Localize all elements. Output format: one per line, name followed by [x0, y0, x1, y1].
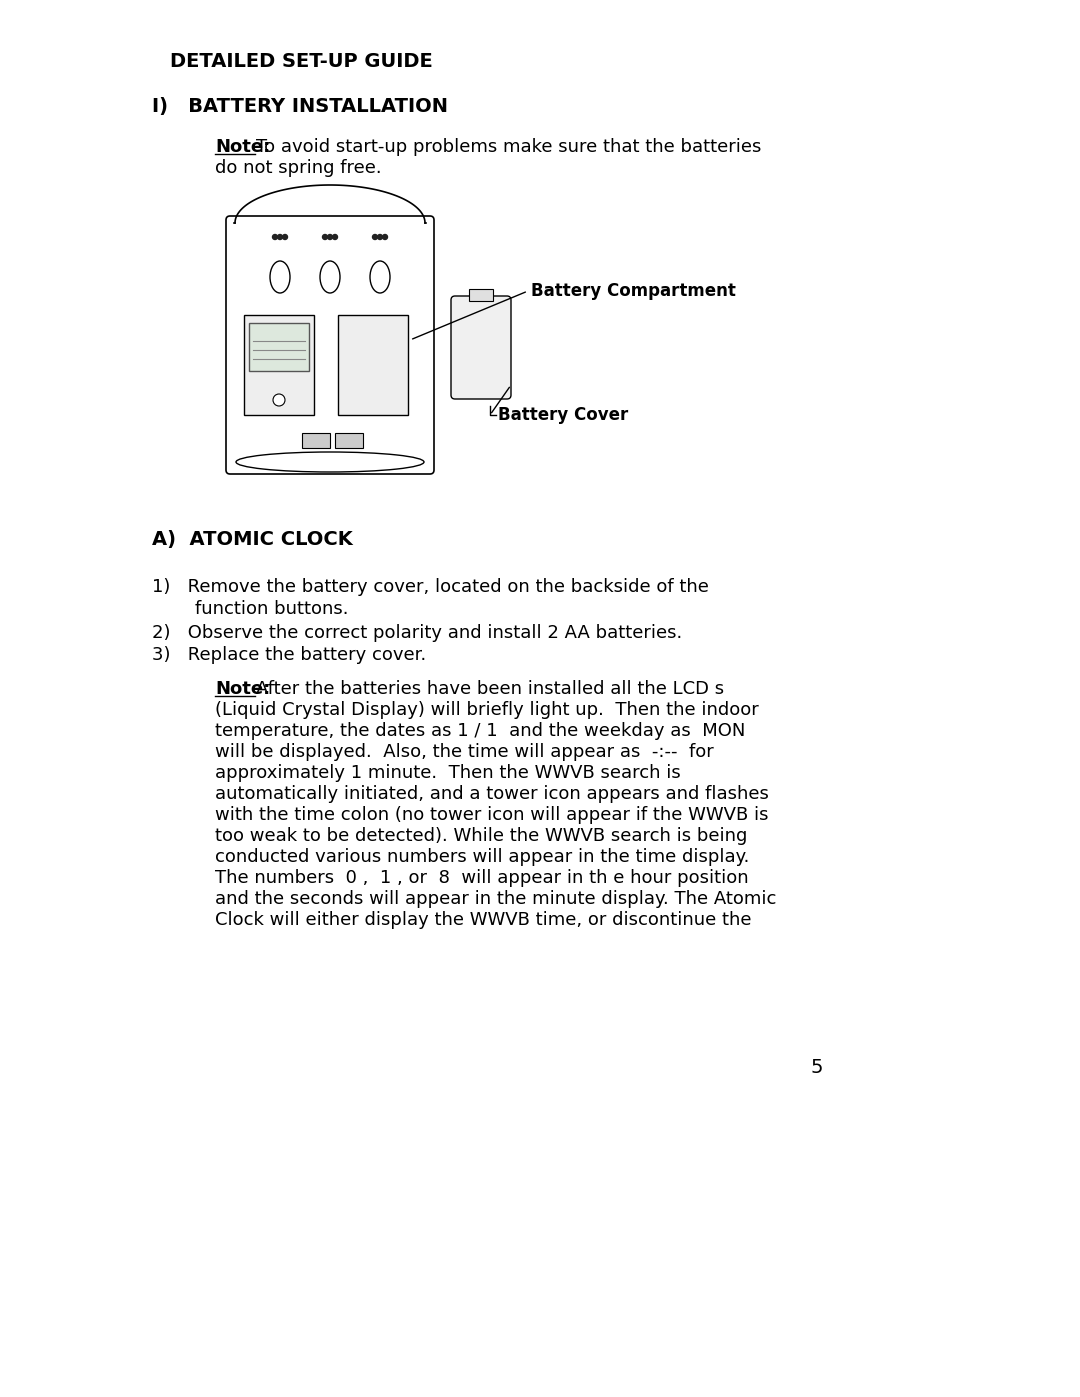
Bar: [302, 433, 330, 448]
Bar: [338, 314, 408, 415]
Text: (Liquid Crystal Display) will briefly light up.  Then the indoor: (Liquid Crystal Display) will briefly li…: [215, 701, 759, 719]
Circle shape: [283, 235, 287, 239]
FancyBboxPatch shape: [451, 296, 511, 400]
Circle shape: [333, 235, 337, 239]
Text: 2)   Observe the correct polarity and install 2 AA batteries.: 2) Observe the correct polarity and inst…: [152, 624, 683, 643]
Text: Battery Compartment: Battery Compartment: [531, 282, 735, 300]
Text: Battery Cover: Battery Cover: [498, 407, 629, 425]
Ellipse shape: [237, 453, 424, 472]
Text: 5: 5: [810, 1058, 823, 1077]
Text: temperature, the dates as 1 / 1  and the weekday as  MON: temperature, the dates as 1 / 1 and the …: [215, 722, 745, 740]
Text: with the time colon (no tower icon will appear if the WWVB is: with the time colon (no tower icon will …: [215, 806, 769, 824]
Text: conducted various numbers will appear in the time display.: conducted various numbers will appear in…: [215, 848, 750, 866]
Ellipse shape: [370, 261, 390, 293]
Text: and the seconds will appear in the minute display. The Atomic: and the seconds will appear in the minut…: [215, 890, 777, 908]
FancyBboxPatch shape: [226, 217, 434, 474]
Text: After the batteries have been installed all the LCD s: After the batteries have been installed …: [256, 680, 724, 698]
Text: The numbers  0 ,  1 , or  8  will appear in th e hour position: The numbers 0 , 1 , or 8 will appear in …: [215, 869, 748, 887]
Text: To avoid start-up problems make sure that the batteries: To avoid start-up problems make sure tha…: [256, 138, 761, 156]
Text: automatically initiated, and a tower icon appears and flashes: automatically initiated, and a tower ico…: [215, 785, 769, 803]
Text: A)  ATOMIC CLOCK: A) ATOMIC CLOCK: [152, 529, 353, 549]
Text: Note:: Note:: [215, 680, 270, 698]
Text: Clock will either display the WWVB time, or discontinue the: Clock will either display the WWVB time,…: [215, 911, 752, 929]
Text: 1)   Remove the battery cover, located on the backside of the: 1) Remove the battery cover, located on …: [152, 578, 708, 597]
Circle shape: [327, 235, 333, 239]
Text: 3)   Replace the battery cover.: 3) Replace the battery cover.: [152, 645, 427, 664]
Ellipse shape: [320, 261, 340, 293]
Circle shape: [323, 235, 327, 239]
Circle shape: [373, 235, 378, 239]
Text: do not spring free.: do not spring free.: [215, 159, 381, 177]
Bar: [335, 433, 363, 448]
Bar: [244, 314, 314, 415]
Bar: [469, 289, 492, 300]
Text: approximately 1 minute.  Then the WWVB search is: approximately 1 minute. Then the WWVB se…: [215, 764, 680, 782]
Text: DETAILED SET-UP GUIDE: DETAILED SET-UP GUIDE: [170, 52, 433, 71]
Text: will be displayed.  Also, the time will appear as  -:--  for: will be displayed. Also, the time will a…: [215, 743, 714, 761]
Text: Note:: Note:: [215, 138, 270, 156]
Text: too weak to be detected). While the WWVB search is being: too weak to be detected). While the WWVB…: [215, 827, 747, 845]
Text: function buttons.: function buttons.: [195, 599, 349, 617]
Circle shape: [382, 235, 388, 239]
Circle shape: [278, 235, 283, 239]
Bar: [249, 323, 309, 372]
Ellipse shape: [270, 261, 291, 293]
Circle shape: [273, 394, 285, 407]
Circle shape: [272, 235, 278, 239]
Circle shape: [378, 235, 382, 239]
Text: I)   BATTERY INSTALLATION: I) BATTERY INSTALLATION: [152, 96, 448, 116]
